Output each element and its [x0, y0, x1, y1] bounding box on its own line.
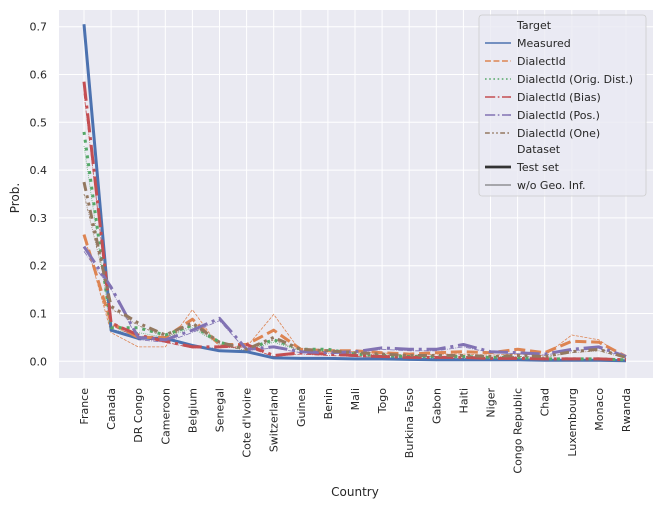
y-tick-label: 0.7 [30, 21, 48, 34]
legend-label-test-set: Test set [516, 161, 560, 174]
series-line-dialectid-pos-test [82, 245, 627, 358]
x-tick-label: Luxembourg [566, 388, 579, 457]
y-tick-label: 0.1 [30, 307, 48, 320]
x-tick-label: Guinea [295, 388, 308, 427]
series-line-dialectid-one-test [82, 181, 627, 359]
x-tick-label: Burkina Faso [403, 388, 416, 458]
legend-label-dialectid-orig-dist: DialectId (Orig. Dist.) [517, 73, 633, 86]
x-tick-label: Gabon [430, 388, 443, 424]
y-tick-label: 0.3 [30, 212, 48, 225]
x-tick-label: Congo Republic [512, 388, 525, 474]
x-tick-label: Switzerland [268, 388, 281, 452]
x-axis-label: Country [331, 485, 379, 499]
x-tick-label: Cote d'Ivoire [241, 388, 254, 458]
x-tick-label: Niger [485, 388, 498, 418]
x-tick-label: Chad [539, 388, 552, 416]
x-tick-label: Senegal [214, 388, 227, 432]
legend-label-dialectid-bias: DialectId (Bias) [517, 91, 601, 104]
legend-label-dialectid-pos: DialectId (Pos.) [517, 109, 600, 122]
x-tick-label: Monaco [593, 388, 606, 431]
x-tick-label: Canada [105, 388, 118, 430]
x-tick-labels: France Canada DR Congo Cameroon Belgium Seneg… [78, 388, 633, 474]
legend-label-geo: w/o Geo. Inf. [517, 179, 586, 192]
x-tick-label: Haiti [457, 388, 470, 413]
series-line-dialectid-bias-test [82, 81, 627, 362]
y-tick-label: 0.2 [30, 260, 48, 273]
legend-series-entries: Measured DialectId DialectId (Orig. Dist.)… [485, 37, 633, 140]
x-tick-label: Rwanda [620, 388, 633, 432]
x-tick-label: DR Congo [132, 388, 145, 443]
y-tick-label: 0.5 [30, 116, 48, 129]
y-tick-label: 0.6 [30, 69, 48, 82]
y-tick-label: 0.4 [30, 164, 48, 177]
legend-label-dialectid-one: DialectId (One) [517, 127, 600, 140]
legend: Target Measured DialectId DialectId (Orig.… [478, 14, 647, 197]
y-axis-label: Prob. [8, 183, 22, 213]
legend-label-dialectid: DialectId [517, 55, 566, 68]
x-tick-label: Benin [322, 388, 335, 419]
legend-label-measured: Measured [517, 37, 571, 50]
y-tick-labels: 0.0 0.1 0.2 0.3 0.4 0.5 0.6 0.7 [30, 21, 48, 369]
legend-style-title: Dataset [517, 143, 561, 156]
y-tick-label: 0.0 [30, 355, 48, 368]
x-tick-label: Cameroon [159, 388, 172, 445]
series-line-dialectid-orig-dist-geo [83, 146, 627, 361]
series-test-set [82, 24, 627, 363]
x-tick-label: Belgium [186, 388, 199, 433]
legend-hue-title: Target [516, 19, 552, 32]
x-tick-label: France [78, 388, 91, 425]
x-tick-label: Mali [349, 388, 362, 410]
x-tick-label: Togo [376, 388, 389, 415]
legend-frame [478, 14, 647, 197]
